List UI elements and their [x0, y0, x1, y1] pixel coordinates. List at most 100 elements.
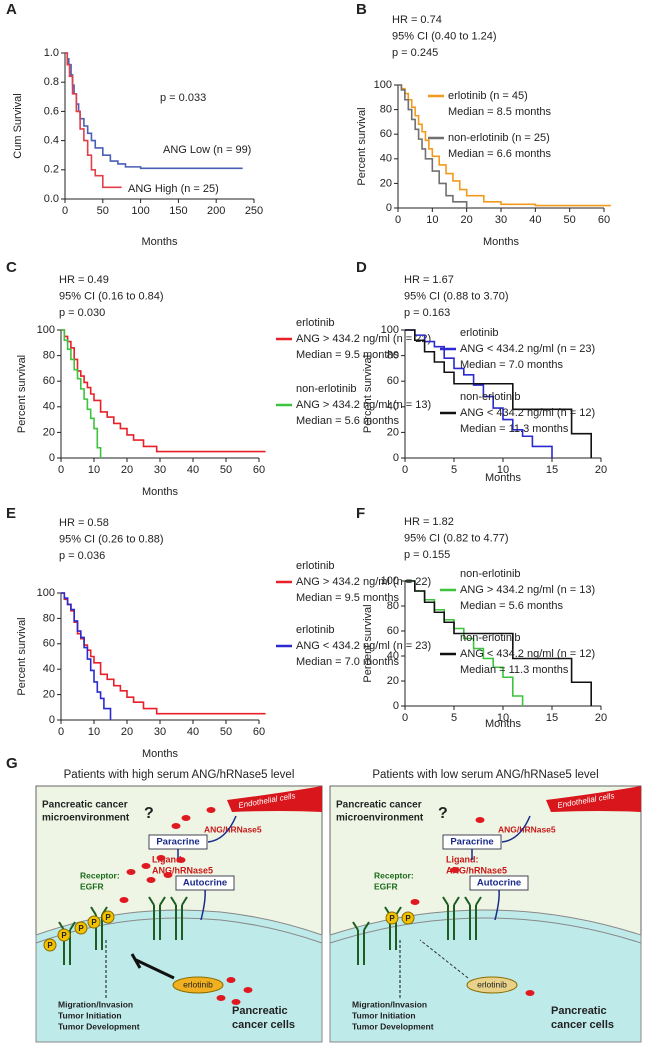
y-tick-label: 100 — [37, 587, 55, 599]
x-tick-label: 20 — [461, 214, 473, 226]
survival-curve — [61, 592, 266, 715]
arrow — [200, 889, 206, 921]
y-tick-label: 40 — [387, 401, 399, 413]
y-tick-label: 80 — [380, 104, 392, 116]
diagram-title: Patients with low serum ANG/hRNase5 leve… — [372, 769, 598, 781]
diagram-label: Tumor Development — [352, 1021, 434, 1031]
y-tick-label: 100 — [381, 324, 399, 336]
y-tick-label: 20 — [387, 675, 399, 687]
x-tick-label: 15 — [546, 712, 558, 724]
y-tick-label: 40 — [43, 401, 55, 413]
x-tick-label: 0 — [58, 464, 64, 476]
phospho — [43, 938, 57, 952]
y-tick-label: 100 — [381, 575, 399, 587]
y-tick-label: 40 — [43, 663, 55, 675]
endothelium — [227, 786, 322, 812]
ligand-dot — [126, 869, 136, 875]
annotation: p = 0.036 — [59, 550, 105, 562]
y-tick-label: 20 — [43, 426, 55, 438]
x-tick-label: 200 — [207, 205, 225, 217]
y-tick-label: 1.0 — [44, 47, 59, 59]
y-axis-label: Percent survival — [362, 604, 374, 682]
diagram-label: Pancreatic cancer — [42, 800, 128, 811]
y-tick-label: 80 — [43, 350, 55, 362]
legend-label: erlotinib — [296, 317, 335, 329]
ligand-dot — [450, 867, 460, 873]
x-tick-label: 60 — [253, 726, 265, 738]
annotation: HR = 1.82 — [404, 516, 454, 528]
inhibit — [419, 939, 469, 979]
diagram-label: ? — [438, 805, 448, 822]
y-tick-label: 0 — [386, 202, 392, 214]
x-tick-label: 30 — [495, 214, 507, 226]
y-tick-label: 100 — [37, 324, 55, 336]
x-tick-label: 5 — [451, 464, 457, 476]
legend-label: Median = 11.3 months — [460, 423, 569, 435]
diagram-label: P — [91, 918, 97, 927]
x-tick-label: 10 — [426, 214, 438, 226]
ligand-dot — [206, 807, 216, 813]
x-tick-label: 0 — [402, 464, 408, 476]
x-tick-label: 50 — [220, 726, 232, 738]
diagram-label: Tumor Initiation — [352, 1010, 416, 1020]
annotation: HR = 0.58 — [59, 517, 109, 529]
phospho — [401, 911, 415, 925]
annotation: 95% CI (0.40 to 1.24) — [392, 30, 497, 42]
x-tick-label: 20 — [121, 726, 133, 738]
x-tick-label: 0 — [402, 712, 408, 724]
panel-letter: G — [6, 755, 18, 772]
diagram-label: Ligand: — [446, 854, 479, 864]
panel-letter: B — [356, 1, 367, 18]
survival-curve — [398, 84, 468, 208]
annotation: p = 0.033 — [160, 92, 206, 104]
annotation: p = 0.155 — [404, 549, 450, 561]
legend-label: non-erlotinib — [460, 632, 521, 644]
x-tick-label: 40 — [187, 464, 199, 476]
ligand-dot — [475, 817, 485, 823]
x-axis-label: Months — [485, 718, 522, 730]
ligand-dot — [119, 897, 129, 903]
y-tick-label: 0 — [49, 714, 55, 726]
diagram-label: Pancreatic cancer — [336, 800, 422, 811]
survival-curve — [61, 329, 102, 458]
y-tick-label: 80 — [387, 350, 399, 362]
legend-label: ANG < 434.2 ng/ml (n = 23) — [460, 343, 595, 355]
x-tick-label: 50 — [220, 464, 232, 476]
diagram-label: cancer cells — [232, 1019, 295, 1031]
arrow — [207, 815, 237, 843]
survival-curve — [61, 329, 266, 453]
legend-label: Median = 9.5 months — [296, 592, 400, 604]
phospho — [385, 911, 399, 925]
diagram-label: EGFR — [374, 881, 398, 891]
legend-label: erlotinib — [460, 327, 499, 339]
legend-label: Median = 8.5 months — [448, 106, 552, 118]
y-tick-label: 80 — [43, 612, 55, 624]
ligand-dot — [243, 987, 253, 993]
diagram-label: Ligand: — [152, 854, 185, 864]
diagram-label: P — [405, 914, 411, 923]
diagram-label: Tumor Initiation — [58, 1010, 122, 1020]
annotation: 95% CI (0.26 to 0.88) — [59, 533, 164, 545]
ligand-dot — [156, 855, 166, 861]
x-axis-label: Months — [485, 472, 522, 484]
y-tick-label: 60 — [387, 375, 399, 387]
y-tick-label: 0.4 — [44, 135, 59, 147]
x-tick-label: 10 — [88, 464, 100, 476]
diagram-label: P — [78, 924, 84, 933]
diagram-label: microenvironment — [42, 813, 130, 824]
x-tick-label: 20 — [121, 464, 133, 476]
panel-letter: A — [6, 1, 17, 18]
y-tick-label: 20 — [43, 689, 55, 701]
series-label: ANG High (n = 25) — [128, 183, 219, 195]
x-tick-label: 30 — [154, 464, 166, 476]
ligand-dot — [171, 823, 181, 829]
receptor — [170, 896, 188, 940]
endothelium — [546, 786, 641, 812]
y-tick-label: 20 — [380, 177, 392, 189]
diagram-label: ? — [144, 805, 154, 822]
arrow — [494, 889, 500, 921]
x-tick-label: 50 — [97, 205, 109, 217]
diagram-label: Tumor Development — [58, 1021, 140, 1031]
legend-label: erlotinib (n = 45) — [448, 90, 528, 102]
legend-label: ANG < 434.2 ng/ml (n = 12) — [460, 407, 595, 419]
